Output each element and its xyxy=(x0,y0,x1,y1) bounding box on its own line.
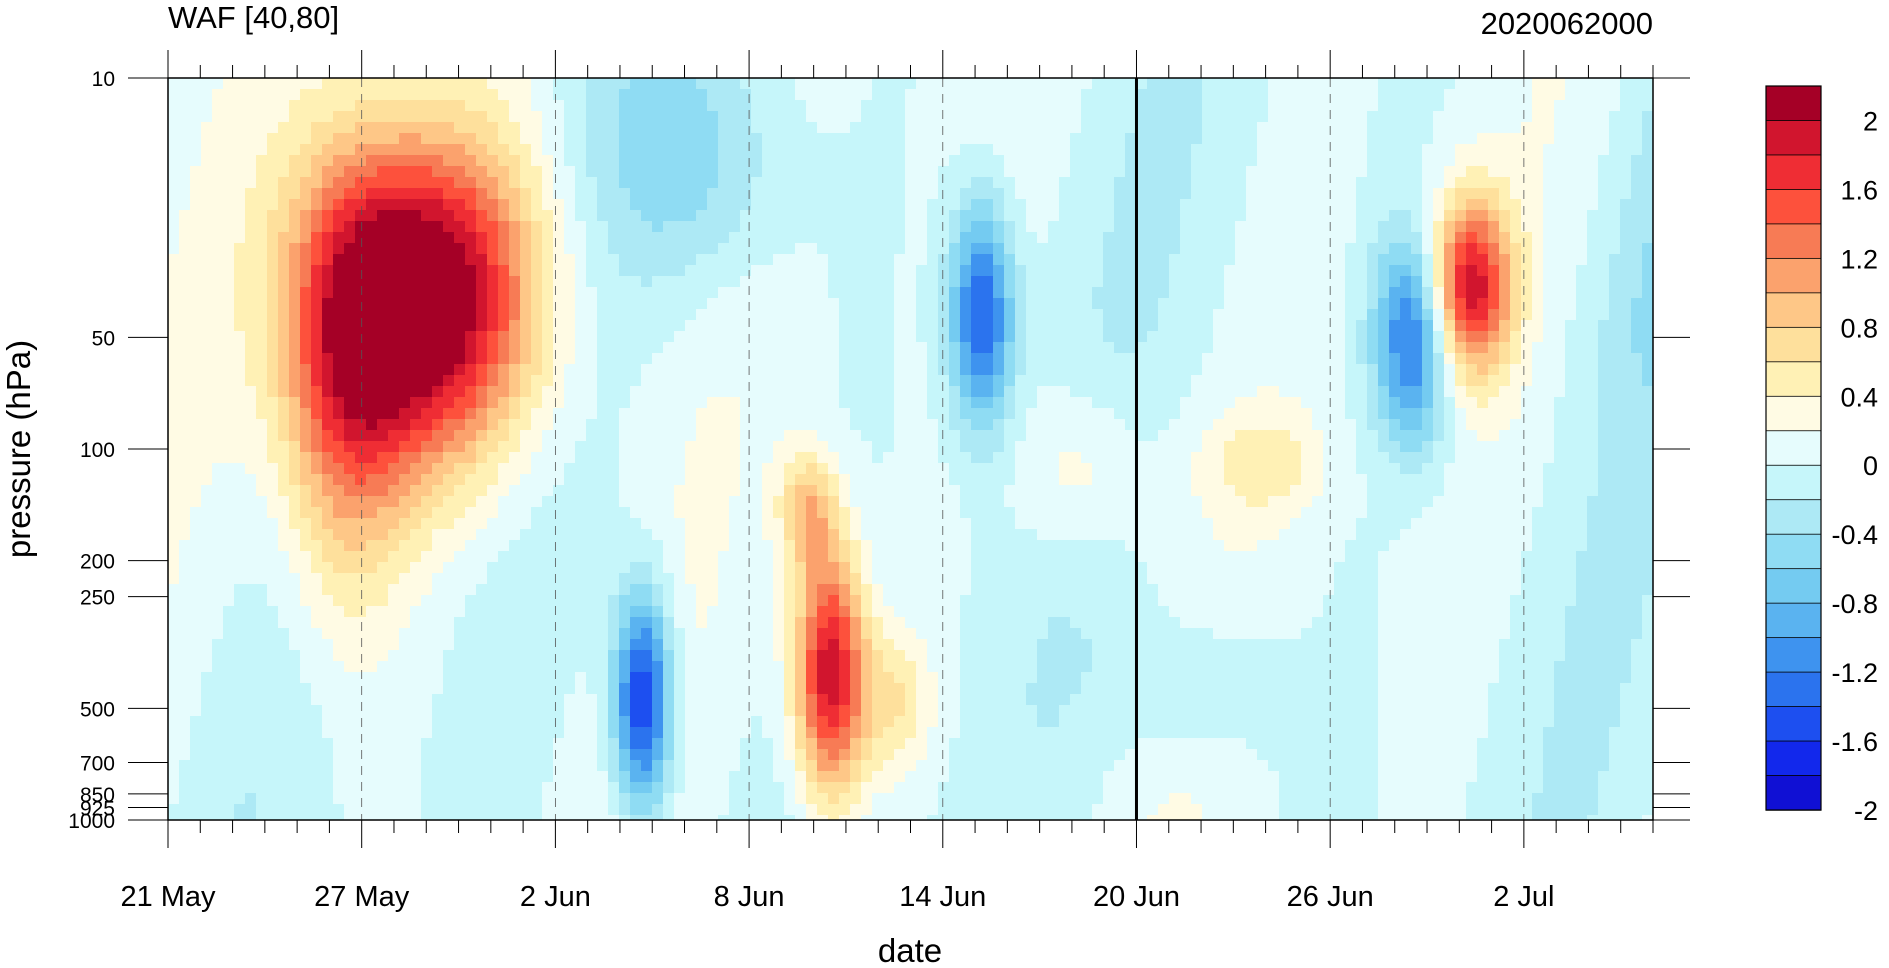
colorbar: 2 1.6 1.2 0.8 0.4 0 -0.4 -0.8 -1.2 -1.6 -2 xyxy=(1765,85,1878,826)
x-tick-label: 2 Jul xyxy=(1493,881,1554,913)
x-tick-label: 14 Jun xyxy=(899,881,986,913)
y-tick-label: 10 xyxy=(92,68,115,91)
chart-title-left: WAF [40,80] xyxy=(168,0,339,35)
colorbar-label: -0.4 xyxy=(1831,520,1878,550)
y-axis-label: pressure (hPa) xyxy=(0,340,37,558)
colorbar-swatch xyxy=(1765,568,1822,604)
colorbar-swatch xyxy=(1765,120,1822,156)
y-tick-label: 925 xyxy=(80,797,115,820)
colorbar-swatch xyxy=(1765,671,1822,708)
chart-title-right: 2020062000 xyxy=(1481,6,1653,41)
y-tick-label: 50 xyxy=(92,327,115,350)
x-tick-label: 20 Jun xyxy=(1093,881,1180,913)
colorbar-swatch xyxy=(1765,223,1822,260)
colorbar-swatch xyxy=(1765,499,1822,535)
colorbar-label: 1.6 xyxy=(1840,175,1878,205)
x-tick-label: 2 Jun xyxy=(520,881,591,913)
x-axis: 21 May 27 May 2 Jun 8 Jun 14 Jun 20 Jun 26 Jun… xyxy=(120,50,1654,913)
y-tick-label: 850 xyxy=(80,784,115,807)
y-tick-label: 500 xyxy=(80,698,115,721)
colorbar-label: -1.2 xyxy=(1831,658,1878,688)
colorbar-label: -1.6 xyxy=(1831,727,1878,757)
colorbar-frame xyxy=(1765,85,1822,811)
colorbar-label: 0 xyxy=(1863,451,1878,481)
y-tick-label: 250 xyxy=(80,587,115,610)
x-tick-label: 26 Jun xyxy=(1287,881,1374,913)
x-axis-label: date xyxy=(878,932,942,968)
colorbar-swatch xyxy=(1765,533,1822,570)
colorbar-swatch xyxy=(1765,775,1822,811)
x-tick-label: 21 May xyxy=(120,881,216,913)
colorbar-swatch xyxy=(1765,602,1822,639)
colorbar-label: -0.8 xyxy=(1831,589,1878,619)
colorbar-label: 2 xyxy=(1863,106,1878,136)
colorbar-label: 0.8 xyxy=(1840,313,1878,343)
colorbar-swatch xyxy=(1765,706,1822,742)
x-tick-label: 27 May xyxy=(314,881,410,913)
colorbar-swatch xyxy=(1765,361,1822,397)
colorbar-swatch xyxy=(1765,395,1822,432)
y-tick-label: 200 xyxy=(80,551,115,574)
colorbar-swatch xyxy=(1765,326,1822,363)
colorbar-swatch xyxy=(1765,637,1822,673)
y-tick-label: 700 xyxy=(80,753,115,776)
colorbar-swatch xyxy=(1765,154,1822,191)
plot-area xyxy=(168,78,1653,820)
colorbar-swatch xyxy=(1765,257,1822,294)
y-tick-label: 1000 xyxy=(68,810,115,833)
x-tick-label: 8 Jun xyxy=(714,881,785,913)
colorbar-swatch xyxy=(1765,430,1822,466)
colorbar-swatch xyxy=(1765,85,1822,122)
colorbar-swatch xyxy=(1765,292,1822,329)
colorbar-swatch xyxy=(1765,464,1822,501)
y-tick-label: 100 xyxy=(80,439,115,462)
colorbar-label: -2 xyxy=(1854,796,1878,826)
colorbar-swatch xyxy=(1765,740,1822,777)
colorbar-label: 0.4 xyxy=(1840,382,1878,412)
colorbar-label: 1.2 xyxy=(1840,244,1878,274)
colorbar-swatch xyxy=(1765,189,1822,225)
